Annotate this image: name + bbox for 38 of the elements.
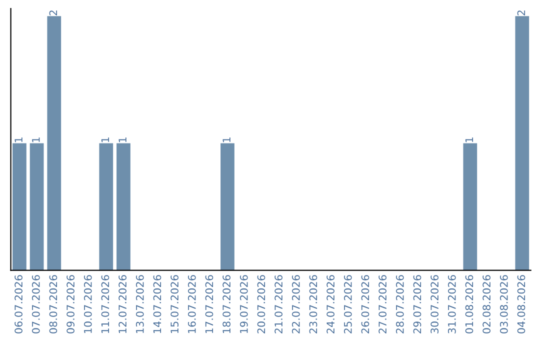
x-tick-label: 30.07.2026 xyxy=(430,275,439,334)
x-tick-label: 31.07.2026 xyxy=(448,275,456,334)
x-tick-label: 02.08.2026 xyxy=(482,275,491,334)
x-tick-label: 14.07.2026 xyxy=(153,275,162,333)
x-tick-label: 19.07.2026 xyxy=(240,275,248,333)
x-tick-label: 12.07.2026 xyxy=(118,275,126,333)
x-tick-label: 21.07.2026 xyxy=(274,275,282,334)
data-label: 1 xyxy=(118,138,126,142)
x-tick-label: 03.08.2026 xyxy=(500,275,508,334)
x-tick-label: 28.07.2026 xyxy=(396,275,404,334)
data-label: 2 xyxy=(517,10,526,16)
x-tick-label: 20.07.2026 xyxy=(257,275,266,334)
data-label: 2 xyxy=(49,10,58,16)
x-tick-label: 18.07.2026 xyxy=(222,275,230,333)
x-tick-label: 10.07.2026 xyxy=(84,275,92,333)
x-tick-label: 22.07.2026 xyxy=(292,275,300,334)
x-tick-label: 11.07.2026 xyxy=(101,275,110,333)
x-tick-label: 24.07.2026 xyxy=(326,275,334,334)
x-tick-label: 26.07.2026 xyxy=(361,275,370,334)
data-label: 1 xyxy=(222,138,230,142)
x-tick-label: 09.07.2026 xyxy=(66,275,74,334)
x-tick-label: 17.07.2026 xyxy=(205,275,214,333)
x-tick-label: 08.07.2026 xyxy=(49,275,58,334)
data-label: 1 xyxy=(465,138,474,142)
x-tick-label: 23.07.2026 xyxy=(309,275,318,334)
x-tick-label: 29.07.2026 xyxy=(413,275,422,334)
data-label: 1 xyxy=(32,138,40,142)
x-tick-label: 07.07.2026 xyxy=(32,275,40,334)
x-tick-label: 13.07.2026 xyxy=(136,275,144,333)
data-label: 1 xyxy=(101,138,110,142)
x-tick-label: 15.07.2026 xyxy=(170,275,178,333)
data-label: 1 xyxy=(14,138,22,142)
x-tick-label: 25.07.2026 xyxy=(344,275,352,334)
x-tick-label: 04.08.2026 xyxy=(517,275,526,334)
x-tick-label: 27.07.2026 xyxy=(378,275,387,334)
x-tick-label: 06.07.2026 xyxy=(14,275,22,334)
x-tick-label: 01.08.2026 xyxy=(465,275,474,334)
x-tick-label: 16.07.2026 xyxy=(188,275,196,333)
